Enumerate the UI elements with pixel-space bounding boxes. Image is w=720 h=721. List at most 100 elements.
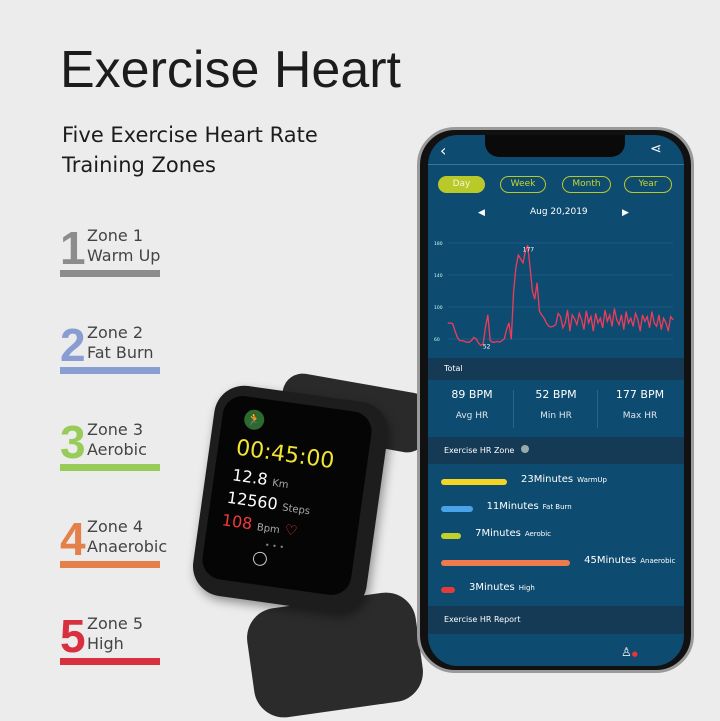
data-point [496, 340, 498, 342]
data-point [567, 309, 569, 311]
share-icon[interactable]: ⋖ [650, 141, 662, 157]
zone-color-bar [60, 270, 160, 277]
data-point [543, 317, 545, 319]
data-point [656, 325, 658, 327]
zone-name: Fat Burn [542, 503, 572, 511]
data-point [508, 322, 510, 324]
data-point [531, 290, 533, 292]
data-point [620, 314, 622, 316]
tab-month[interactable]: Month [562, 176, 611, 193]
data-point [515, 266, 517, 268]
heart-icon: ♡ [283, 522, 299, 540]
data-point [456, 336, 458, 338]
data-point [499, 341, 501, 343]
zone-section-title: Exercise HR Zone [444, 446, 515, 455]
data-point [475, 338, 477, 340]
data-point [513, 290, 515, 292]
divider [597, 390, 598, 428]
data-point [642, 314, 644, 316]
data-point [592, 330, 594, 332]
data-point [571, 314, 573, 316]
data-point [609, 314, 611, 316]
data-point [477, 342, 479, 344]
zone-color-bar [60, 367, 160, 374]
subheadline: Five Exercise Heart Rate Training Zones [62, 123, 318, 177]
distance-unit: Km [271, 477, 290, 492]
data-point [670, 316, 672, 318]
zone-item-1: 1 Zone 1 Warm Up [60, 224, 162, 284]
data-point [555, 324, 557, 326]
data-point [480, 344, 482, 346]
data-point [527, 244, 529, 246]
data-point [452, 323, 454, 325]
zone-duration-label: 7Minutes Aerobic [475, 528, 551, 539]
data-point [541, 314, 543, 316]
data-point [667, 330, 669, 332]
watch-home-button[interactable] [252, 550, 268, 567]
data-point [550, 326, 552, 328]
data-point [646, 316, 648, 318]
data-point [590, 316, 592, 318]
tab-year[interactable]: Year [624, 176, 672, 193]
data-point [576, 324, 578, 326]
data-point [557, 312, 559, 314]
data-point [611, 325, 613, 327]
data-point [653, 322, 655, 324]
zone-label: High [87, 634, 124, 653]
tab-week[interactable]: Week [500, 176, 546, 193]
data-point [529, 266, 531, 268]
data-point [632, 325, 634, 327]
zone-color-bar [60, 561, 160, 568]
data-point [522, 262, 524, 264]
zone-text: Zone 5 High [87, 614, 143, 654]
zone-duration-bar [441, 506, 473, 512]
data-point [538, 310, 540, 312]
data-point [534, 298, 536, 300]
data-point [578, 312, 580, 314]
data-point [560, 316, 561, 318]
zone-duration-label: 23Minutes WarmUp [521, 474, 607, 485]
data-point [613, 308, 615, 310]
zone-name: Zone 2 [87, 323, 143, 342]
zone-label: Anaerobic [87, 537, 168, 556]
data-point [468, 341, 470, 343]
total-section-header: Total [428, 358, 684, 380]
zone-item-4: 4 Zone 4 Anaerobic [60, 515, 167, 575]
info-icon[interactable] [520, 445, 529, 453]
data-point [597, 322, 599, 324]
tab-day[interactable]: Day [438, 176, 485, 193]
minutes-text: 23Minutes [521, 474, 574, 485]
data-point [635, 312, 636, 314]
stat-label: Min HR [540, 411, 572, 421]
back-icon[interactable]: ‹ [440, 141, 447, 160]
phone-notch [485, 135, 625, 157]
data-point [552, 325, 554, 327]
data-point [501, 340, 503, 342]
data-point [604, 309, 606, 311]
data-point [660, 328, 662, 330]
zone-name: Aerobic [524, 530, 552, 538]
data-point [463, 340, 465, 342]
data-point [658, 314, 660, 316]
minutes-text: 3Minutes [469, 582, 515, 593]
zone-name: Zone 5 [87, 614, 143, 633]
stat-value: 52 BPM [535, 388, 577, 401]
zone-duration-bar [441, 479, 507, 485]
data-point [574, 318, 576, 320]
data-point [466, 341, 468, 343]
stat-label: Avg HR [455, 411, 489, 421]
data-point [595, 312, 597, 314]
data-point [627, 322, 629, 324]
data-point [461, 340, 463, 342]
data-point [651, 311, 653, 313]
hr-unit: Bpm [256, 522, 281, 537]
prev-date-button[interactable]: ◀ [478, 208, 485, 218]
date-label: Aug 20,2019 [530, 207, 588, 217]
next-date-button[interactable]: ▶ [622, 208, 629, 218]
data-point [616, 319, 618, 321]
data-point [625, 311, 627, 313]
data-point [548, 325, 550, 327]
data-point [665, 322, 667, 324]
zone-duration-bar [441, 533, 462, 539]
heart-profile-icon[interactable]: ♙● [621, 645, 638, 659]
